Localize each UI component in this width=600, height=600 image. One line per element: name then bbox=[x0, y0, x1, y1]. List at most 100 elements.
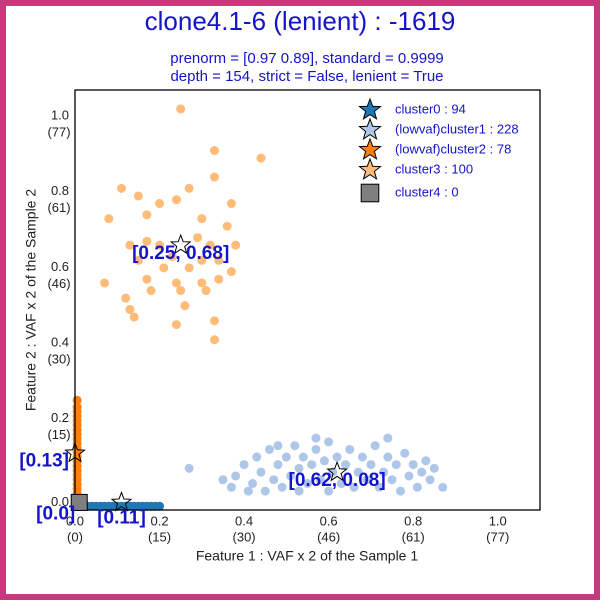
chart-title: clone4.1-6 (lenient) : -1619 bbox=[145, 6, 456, 36]
point bbox=[332, 452, 342, 462]
y-tick-sublabel: (30) bbox=[47, 352, 70, 367]
point bbox=[226, 199, 236, 209]
y-axis-label: Feature 2 : VAF x 2 of the Sample 2 bbox=[23, 189, 39, 412]
point bbox=[307, 460, 317, 470]
point bbox=[197, 255, 207, 265]
x-tick-label: 0.2 bbox=[151, 513, 169, 528]
chart-subtitle: prenorm = [0.97 0.89], standard = 0.9999 bbox=[170, 50, 444, 67]
point bbox=[121, 293, 131, 303]
point bbox=[210, 335, 219, 345]
point bbox=[298, 452, 308, 462]
legend-marker bbox=[358, 97, 382, 121]
point bbox=[243, 486, 253, 496]
legend-marker bbox=[358, 157, 382, 181]
point bbox=[222, 221, 232, 231]
legend-label: (lowvaf)cluster2 : 78 bbox=[395, 141, 511, 156]
point bbox=[290, 441, 300, 451]
point bbox=[184, 183, 194, 193]
point bbox=[269, 475, 279, 485]
point bbox=[201, 286, 211, 296]
centroid bbox=[70, 493, 88, 511]
point bbox=[171, 278, 181, 288]
x-tick-sublabel: (0) bbox=[67, 529, 83, 544]
point bbox=[264, 444, 274, 454]
point bbox=[184, 263, 194, 273]
point bbox=[117, 183, 126, 193]
point bbox=[129, 312, 139, 322]
point bbox=[324, 486, 334, 496]
point bbox=[260, 486, 270, 496]
point bbox=[125, 304, 135, 314]
x-axis-label: Feature 1 : VAF x 2 of the Sample 1 bbox=[196, 548, 419, 564]
point bbox=[417, 467, 427, 477]
point bbox=[341, 460, 351, 470]
point bbox=[133, 255, 143, 265]
centroid-label: [0.0] bbox=[36, 503, 75, 524]
point bbox=[180, 301, 190, 311]
x-tick-sublabel: (46) bbox=[317, 529, 340, 544]
point bbox=[218, 475, 228, 485]
point bbox=[412, 482, 422, 492]
legend-marker bbox=[358, 117, 382, 141]
centroid bbox=[64, 441, 86, 463]
point bbox=[184, 463, 194, 473]
centroid-label: [0.25, 0.68] bbox=[132, 243, 229, 264]
point bbox=[125, 240, 135, 250]
point bbox=[210, 146, 219, 156]
point bbox=[231, 240, 241, 250]
point bbox=[391, 460, 401, 470]
point bbox=[294, 486, 304, 496]
point bbox=[171, 195, 181, 205]
centroid-label: [0.11] bbox=[97, 507, 146, 528]
point bbox=[400, 448, 410, 458]
point bbox=[167, 251, 177, 261]
point bbox=[404, 471, 414, 481]
point bbox=[142, 210, 152, 220]
point bbox=[133, 191, 143, 201]
y-tick-label: 0.8 bbox=[51, 183, 69, 198]
point bbox=[155, 199, 165, 209]
x-tick-sublabel: (77) bbox=[486, 529, 509, 544]
point bbox=[231, 471, 241, 481]
x-tick-sublabel: (15) bbox=[148, 529, 171, 544]
y-tick-label: 1.0 bbox=[51, 107, 69, 122]
point bbox=[193, 233, 203, 243]
point bbox=[197, 214, 207, 224]
y-tick-sublabel: (15) bbox=[47, 427, 70, 442]
x-tick-sublabel: (61) bbox=[402, 529, 425, 544]
point bbox=[239, 460, 249, 470]
point bbox=[438, 482, 448, 492]
x-tick-sublabel: (30) bbox=[233, 529, 256, 544]
point bbox=[171, 320, 181, 330]
point bbox=[374, 482, 384, 492]
point bbox=[214, 255, 224, 265]
legend-label: cluster3 : 100 bbox=[395, 161, 473, 176]
legend-label: (lowvaf)cluster1 : 228 bbox=[395, 121, 519, 136]
point bbox=[142, 236, 152, 246]
point bbox=[353, 467, 363, 477]
point bbox=[303, 479, 312, 489]
point bbox=[197, 278, 207, 288]
y-tick-sublabel: (61) bbox=[47, 200, 70, 215]
x-tick-label: 0.8 bbox=[404, 513, 422, 528]
point bbox=[256, 153, 266, 163]
point bbox=[421, 456, 431, 466]
point bbox=[252, 452, 262, 462]
y-tick-sublabel: (46) bbox=[47, 276, 70, 291]
point bbox=[210, 172, 219, 182]
point bbox=[425, 475, 435, 485]
point bbox=[294, 463, 304, 473]
x-tick-label: 0.0 bbox=[66, 513, 84, 528]
y-tick-label: 0.0 bbox=[51, 494, 69, 509]
legend-label: cluster0 : 94 bbox=[395, 101, 466, 116]
point bbox=[319, 456, 329, 466]
point bbox=[277, 482, 287, 492]
point bbox=[387, 475, 397, 485]
legend-marker bbox=[360, 183, 380, 203]
x-tick-label: 1.0 bbox=[489, 513, 507, 528]
y-tick-label: 0.2 bbox=[51, 410, 69, 425]
x-tick-label: 0.6 bbox=[320, 513, 338, 528]
y-tick-label: 0.6 bbox=[51, 259, 69, 274]
